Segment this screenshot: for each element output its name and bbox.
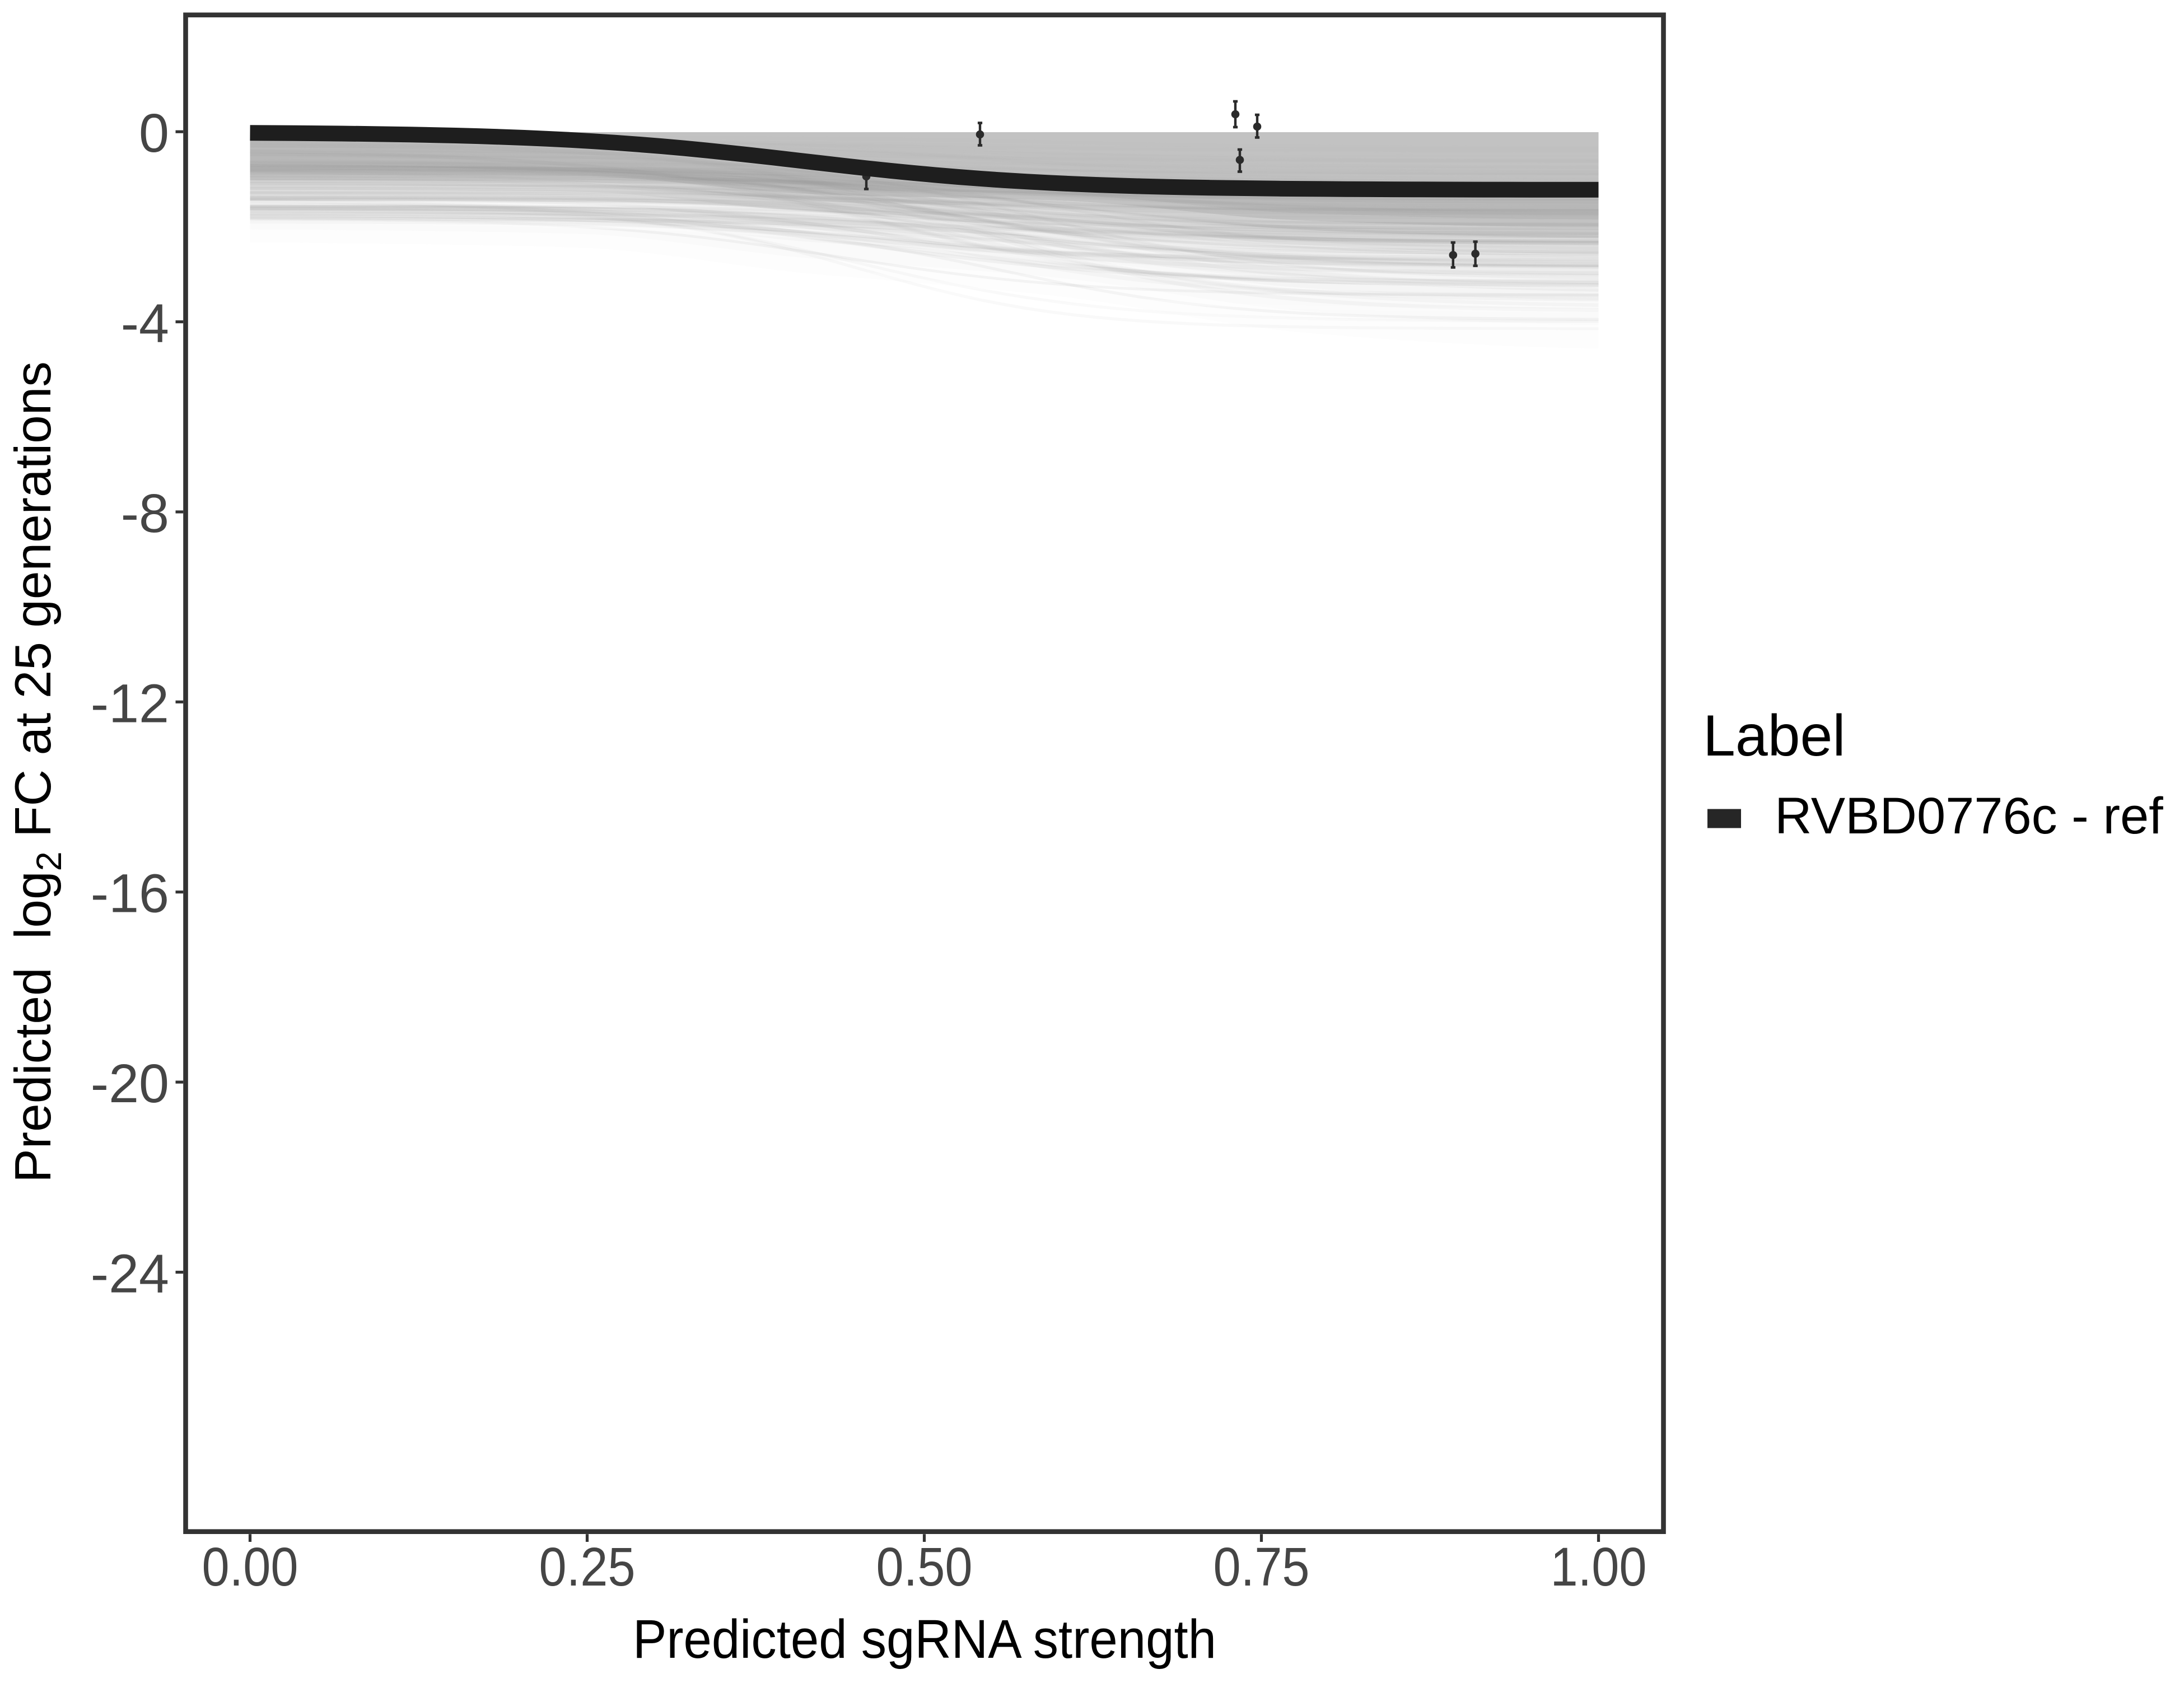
svg-text:-4: -4 <box>121 293 169 354</box>
svg-text:0: 0 <box>139 102 169 164</box>
svg-text:-20: -20 <box>91 1053 169 1114</box>
svg-text:0.25: 0.25 <box>539 1536 636 1597</box>
svg-text:0.75: 0.75 <box>1214 1536 1310 1597</box>
svg-text:0.50: 0.50 <box>876 1536 973 1597</box>
svg-text:-12: -12 <box>91 673 169 734</box>
svg-text:Predicted sgRNA strength: Predicted sgRNA strength <box>633 1609 1216 1670</box>
svg-text:Predicted log2 FC at 25 gener: Predicted log2 FC at 25 generations <box>5 361 69 1183</box>
svg-text:-24: -24 <box>91 1243 169 1304</box>
svg-text:Label: Label <box>1703 703 1845 768</box>
svg-text:-8: -8 <box>121 483 169 544</box>
svg-text:1.00: 1.00 <box>1551 1536 1647 1597</box>
svg-text:RVBD0776c - ref: RVBD0776c - ref <box>1775 787 2163 845</box>
svg-text:-16: -16 <box>91 863 169 924</box>
svg-text:0.00: 0.00 <box>202 1536 298 1597</box>
